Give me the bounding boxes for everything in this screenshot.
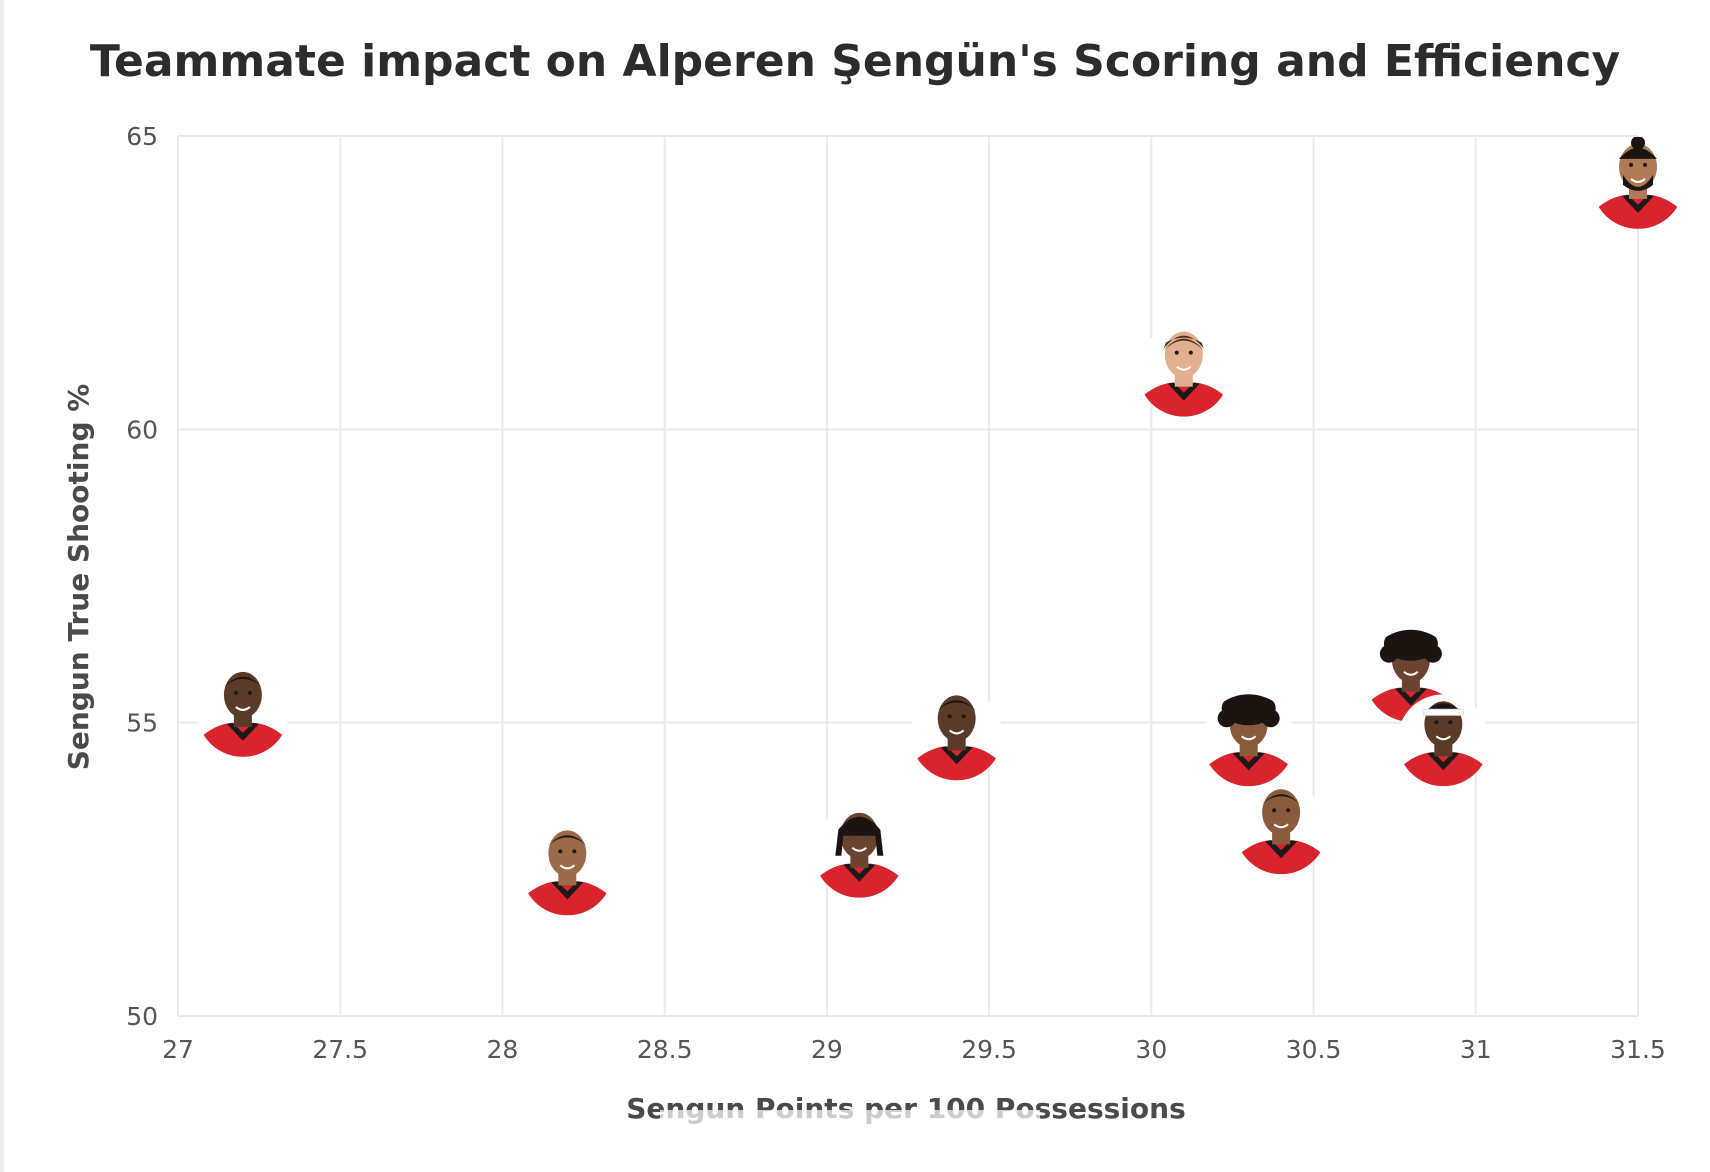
x-tick-label: 31 (1460, 1035, 1492, 1064)
x-tick-label: 27 (162, 1035, 194, 1064)
player-headshot-point (196, 664, 289, 757)
player-headshot-point (1137, 324, 1230, 417)
x-tick-label: 30.5 (1286, 1035, 1342, 1064)
x-axis-ticks: 27 27.5 28 28.5 29 29.5 30 30.5 31 31.5 (162, 1035, 1666, 1064)
player-headshot-point (1235, 782, 1328, 875)
chart-title: Teammate impact on Alperen Şengün's Scor… (90, 36, 1620, 87)
x-tick-label: 28.5 (637, 1035, 693, 1064)
y-axis-ticks: 50 55 60 65 (126, 122, 158, 1031)
player-headshot-point (1397, 694, 1490, 787)
left-edge-border (0, 0, 4, 1172)
player-headshot-point (813, 805, 906, 898)
grid (177, 135, 1639, 1017)
x-tick-label: 29 (811, 1035, 843, 1064)
x-tick-label: 29.5 (961, 1035, 1017, 1064)
x-tick-label: 27.5 (312, 1035, 368, 1064)
player-headshot-point (910, 688, 1003, 781)
y-tick-label: 65 (126, 122, 158, 151)
y-tick-label: 55 (126, 709, 158, 738)
y-tick-label: 60 (126, 415, 158, 444)
watermark-overlay (660, 1110, 1040, 1160)
data-points (196, 136, 1684, 916)
y-axis-label: Sengun True Shooting % (62, 384, 95, 771)
player-headshot-point (1202, 694, 1295, 787)
y-tick-label: 50 (126, 1002, 158, 1031)
x-tick-label: 31.5 (1610, 1035, 1666, 1064)
player-headshot-point (1592, 136, 1684, 229)
player-headshot-point (521, 823, 614, 916)
x-tick-label: 28 (487, 1035, 519, 1064)
x-tick-label: 30 (1135, 1035, 1167, 1064)
